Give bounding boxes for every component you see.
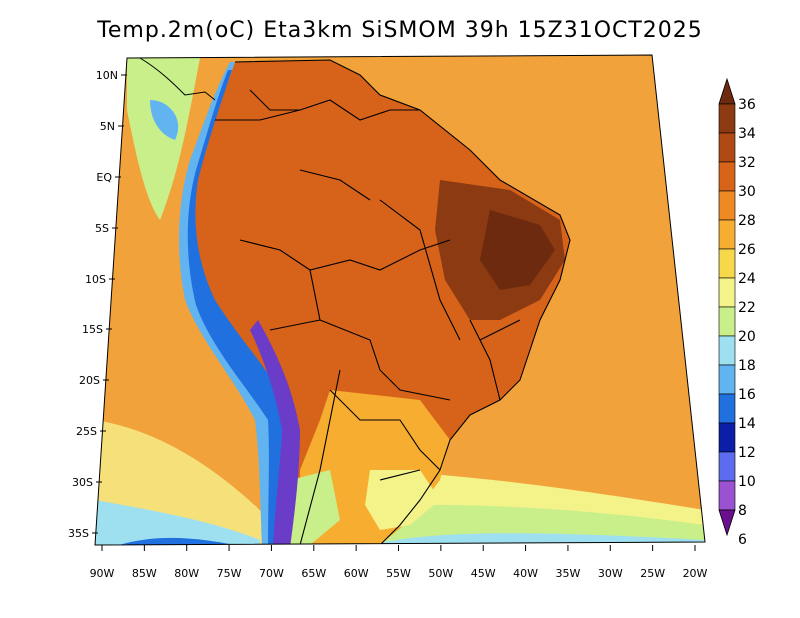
- latitude-ticks: 10N 5N EQ 5S 10S 15S 20S 25S 30S 35S: [68, 69, 127, 540]
- ocean-cold-southwest: [95, 500, 260, 545]
- lon-tick-label: 90W: [90, 567, 115, 580]
- lon-tick-label: 25W: [640, 567, 665, 580]
- andes-cold-core: [250, 320, 300, 545]
- colorbar-swatch: [718, 132, 736, 163]
- lat-tick-label: 10N: [96, 69, 118, 82]
- lon-tick-label: 50W: [428, 567, 453, 580]
- very-hot-interior: [480, 210, 555, 290]
- pacific-cool-north: [127, 58, 200, 220]
- colorbar-label: 30: [738, 184, 756, 200]
- colorbar-swatch: [718, 190, 736, 221]
- lat-tick-label: 20S: [79, 374, 100, 387]
- lat-tick-label: 30S: [72, 476, 93, 489]
- lat-tick-label: 25S: [76, 425, 97, 438]
- colorbar-swatch: [718, 277, 736, 308]
- lon-tick-label: 35W: [555, 567, 580, 580]
- lat-tick-label: 15S: [82, 323, 103, 336]
- map-frame: [94, 54, 706, 546]
- patagonia-cool-land: [285, 470, 340, 545]
- lon-tick-label: 85W: [132, 567, 157, 580]
- colorbar-label: 12: [738, 445, 756, 461]
- lat-tick-label: 5S: [95, 222, 109, 235]
- colorbar-swatch: [718, 393, 736, 424]
- colorbar-swatch: [718, 335, 736, 366]
- colorbar-label: 26: [738, 242, 756, 258]
- colorbar-swatch: [718, 451, 736, 482]
- andes-cold-outer: [178, 62, 291, 545]
- lon-tick-label: 45W: [471, 567, 496, 580]
- colorbar-top-arrow: [718, 77, 736, 105]
- lon-tick-label: 30W: [598, 567, 623, 580]
- ocean-very-cold-southwest: [110, 537, 250, 545]
- lon-tick-label: 75W: [217, 567, 242, 580]
- lon-tick-label: 20W: [683, 567, 708, 580]
- colorbar-swatch: [718, 480, 736, 511]
- map-panel: [95, 55, 705, 545]
- colorbar-label: 22: [738, 300, 756, 316]
- colorbar-label: 24: [738, 271, 756, 287]
- lat-tick-label: 35S: [68, 527, 89, 540]
- colorbar-label: 10: [738, 474, 756, 490]
- colorbar-label: 28: [738, 213, 756, 229]
- colorbar-swatch: [718, 306, 736, 337]
- central-america-coast: [139, 57, 216, 101]
- lat-tick-label: 10S: [85, 273, 106, 286]
- lon-tick-label: 70W: [259, 567, 284, 580]
- colorbar-swatch: [718, 248, 736, 279]
- colorbar-label: 18: [738, 358, 756, 374]
- colorbar-label: 34: [738, 126, 756, 142]
- colorbar-swatch: [718, 364, 736, 395]
- colorbar-swatch: [718, 422, 736, 453]
- lon-tick-label: 60W: [344, 567, 369, 580]
- lat-tick-label: 5N: [100, 120, 115, 133]
- lat-tick-label: EQ: [96, 171, 112, 184]
- lon-tick-label: 55W: [386, 567, 411, 580]
- colorbar-bottom-arrow: [718, 509, 736, 537]
- colorbar-label: 6: [738, 532, 747, 548]
- lon-tick-label: 65W: [301, 567, 326, 580]
- colorbar-label: 14: [738, 416, 756, 432]
- colorbar-label: 16: [738, 387, 756, 403]
- colorbar-swatch: [718, 161, 736, 192]
- lon-tick-label: 80W: [174, 567, 199, 580]
- longitude-ticks: 90W 85W 80W 75W 70W 65W 60W 55W 50W 45W 40W 35W 30W 2…: [90, 545, 708, 580]
- colorbar-label: 32: [738, 155, 756, 171]
- colorbar-swatch: [718, 219, 736, 250]
- pacific-cool-patch: [150, 100, 179, 140]
- map-title: Temp.2m(oC) Eta3km SiSMOM 39h 15Z31OCT20…: [97, 18, 703, 43]
- colorbar-swatch: [718, 103, 736, 134]
- country-borders: [215, 59, 571, 545]
- colorbar-label: 36: [738, 97, 756, 113]
- colorbar: 36 34 32 30 28 26 24 22 20 18 16 14 12 10 8 6: [718, 77, 756, 548]
- colorbar-label: 20: [738, 329, 756, 345]
- uruguay-cool-land: [365, 470, 440, 530]
- colorbar-label: 8: [738, 503, 747, 519]
- lon-tick-label: 40W: [513, 567, 538, 580]
